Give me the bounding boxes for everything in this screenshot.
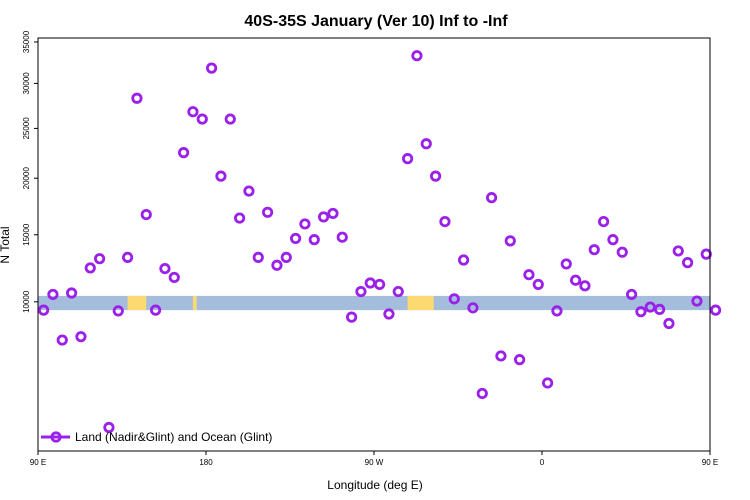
plot-area	[37, 50, 722, 434]
data-point	[551, 305, 563, 317]
data-point	[271, 259, 283, 271]
data-point	[392, 285, 404, 298]
x-tick-label: 180	[199, 458, 213, 467]
data-point	[224, 113, 236, 125]
data-point	[131, 92, 143, 104]
chart-title: 40S-35S January (Ver 10) Inf to -Inf	[244, 13, 508, 30]
land-segment	[127, 295, 147, 311]
y-tick-label: 30000	[22, 72, 31, 95]
x-axis: 90 E 180 90 W 0 90 E	[30, 451, 718, 467]
data-point	[252, 251, 264, 263]
data-point	[467, 302, 479, 314]
y-tick-label: 20000	[22, 167, 31, 190]
data-point	[94, 253, 106, 265]
x-tick-label: 90 W	[365, 458, 384, 467]
data-point	[103, 421, 115, 434]
data-point	[261, 206, 274, 218]
legend-marker-swatch	[50, 431, 62, 443]
x-axis-label: Longitude (deg E)	[327, 478, 422, 492]
data-point	[234, 212, 246, 224]
legend: Land (Nadir&Glint) and Ocean (Glint)	[41, 430, 272, 444]
data-point	[345, 311, 358, 323]
data-point	[112, 305, 124, 317]
data-point	[681, 257, 694, 269]
data-point	[560, 258, 572, 270]
data-point	[280, 251, 292, 263]
data-point	[150, 304, 162, 316]
x-tick-label: 90 E	[30, 458, 46, 467]
data-point	[178, 147, 190, 159]
data-point	[383, 308, 395, 320]
data-point	[709, 304, 722, 316]
data-point	[485, 192, 498, 204]
y-tick-label: 35000	[22, 30, 31, 53]
data-point	[523, 269, 535, 281]
data-point	[588, 244, 600, 256]
data-point	[37, 304, 50, 316]
data-point	[243, 185, 255, 197]
data-point	[635, 306, 647, 318]
data-point	[663, 317, 675, 330]
land-segment	[192, 295, 197, 311]
data-point	[336, 231, 348, 243]
data-point	[159, 262, 171, 275]
data-point	[420, 138, 432, 150]
y-tick-label: 15000	[22, 223, 31, 246]
data-point	[607, 234, 619, 246]
data-point	[672, 245, 684, 257]
data-point	[355, 285, 367, 298]
data-point	[597, 215, 610, 228]
data-point	[495, 350, 507, 362]
data-point	[411, 50, 423, 62]
data-point	[579, 280, 591, 292]
data-point	[84, 262, 96, 274]
data-point	[513, 354, 526, 366]
x-tick-label: 90 E	[702, 458, 718, 467]
data-point	[122, 251, 134, 263]
data-point	[457, 254, 470, 266]
data-point	[429, 170, 442, 182]
data-point	[299, 218, 311, 230]
y-axis-label: N Total	[0, 226, 12, 263]
data-point	[317, 211, 330, 223]
data-point	[196, 113, 208, 125]
legend-label: Land (Nadir&Glint) and Ocean (Glint)	[75, 430, 272, 444]
data-point	[140, 208, 152, 221]
data-point	[308, 234, 320, 246]
data-point	[327, 207, 339, 220]
data-point	[168, 271, 180, 284]
y-tick-label: 25000	[22, 117, 31, 140]
data-point	[439, 215, 451, 228]
data-point	[401, 153, 414, 165]
data-point	[75, 331, 87, 343]
data-point	[532, 278, 544, 291]
data-point	[289, 232, 302, 245]
data-point	[691, 295, 703, 307]
data-point	[616, 246, 628, 258]
data-point	[215, 170, 227, 182]
data-point	[476, 387, 488, 400]
data-point	[47, 288, 59, 301]
data-point	[625, 288, 638, 301]
data-point	[187, 106, 199, 118]
data-point	[504, 235, 516, 247]
data-point	[373, 278, 386, 291]
data-point	[448, 293, 460, 305]
data-point	[569, 274, 582, 286]
y-tick-label: 10000	[22, 290, 31, 313]
ocean-band	[38, 295, 710, 311]
data-point	[206, 62, 218, 74]
x-tick-label: 0	[540, 458, 545, 467]
data-point	[644, 301, 656, 313]
y-axis: 10000 15000 20000 25000 30000 35000	[22, 30, 38, 313]
land-segment	[407, 295, 434, 311]
data-point	[653, 303, 666, 315]
data-point	[541, 377, 554, 389]
data-point	[56, 334, 68, 346]
data-point	[66, 287, 78, 299]
